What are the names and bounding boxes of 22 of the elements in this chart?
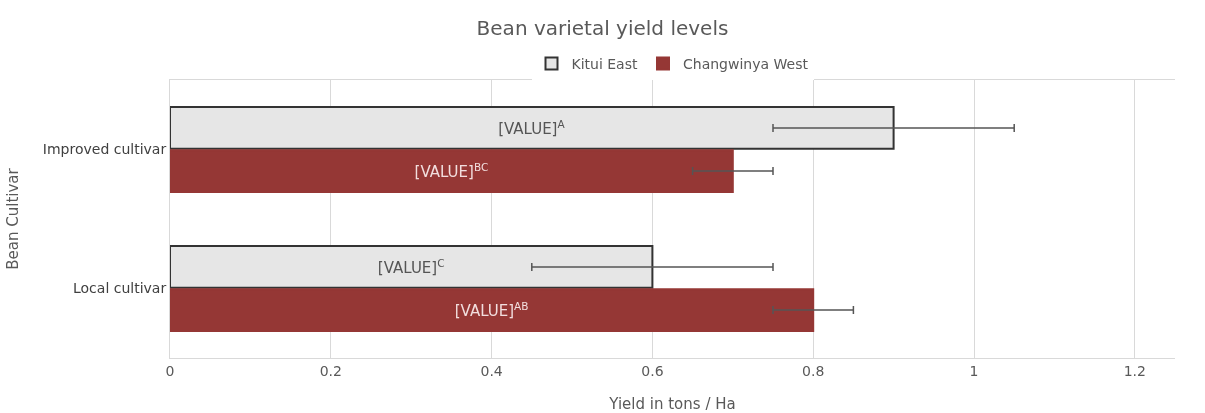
legend-label: Kitui East (571, 56, 638, 73)
x-tick-label: 1 (969, 362, 979, 379)
x-tick-label: 0.2 (319, 362, 342, 379)
legend-label: Changwinya West (682, 56, 809, 73)
x-tick-label: 0.8 (802, 362, 825, 379)
data-label: [VALUE]$^{C}$ (377, 256, 445, 278)
y-tick-label: Local cultivar (73, 280, 167, 297)
data-label: [VALUE]$^{A}$ (498, 117, 566, 139)
bar (170, 288, 815, 332)
chart-title: Bean varietal yield levels (476, 15, 729, 40)
x-tick-label: 0.4 (480, 362, 503, 379)
bar (170, 106, 895, 150)
y-tick-label: Improved cultivar (42, 141, 167, 158)
x-tick-label: 0 (165, 362, 175, 379)
bar (170, 149, 734, 193)
x-tick-label: 1.2 (1123, 362, 1146, 379)
data-label: [VALUE]$^{BC}$ (414, 160, 489, 182)
data-label: [VALUE]$^{AB}$ (454, 299, 529, 321)
y-axis-title: Bean Cultivar (4, 167, 23, 270)
x-tick-label: 0.6 (641, 362, 664, 379)
bar (170, 245, 654, 289)
x-axis-title: Yield in tons / Ha (608, 395, 736, 413)
